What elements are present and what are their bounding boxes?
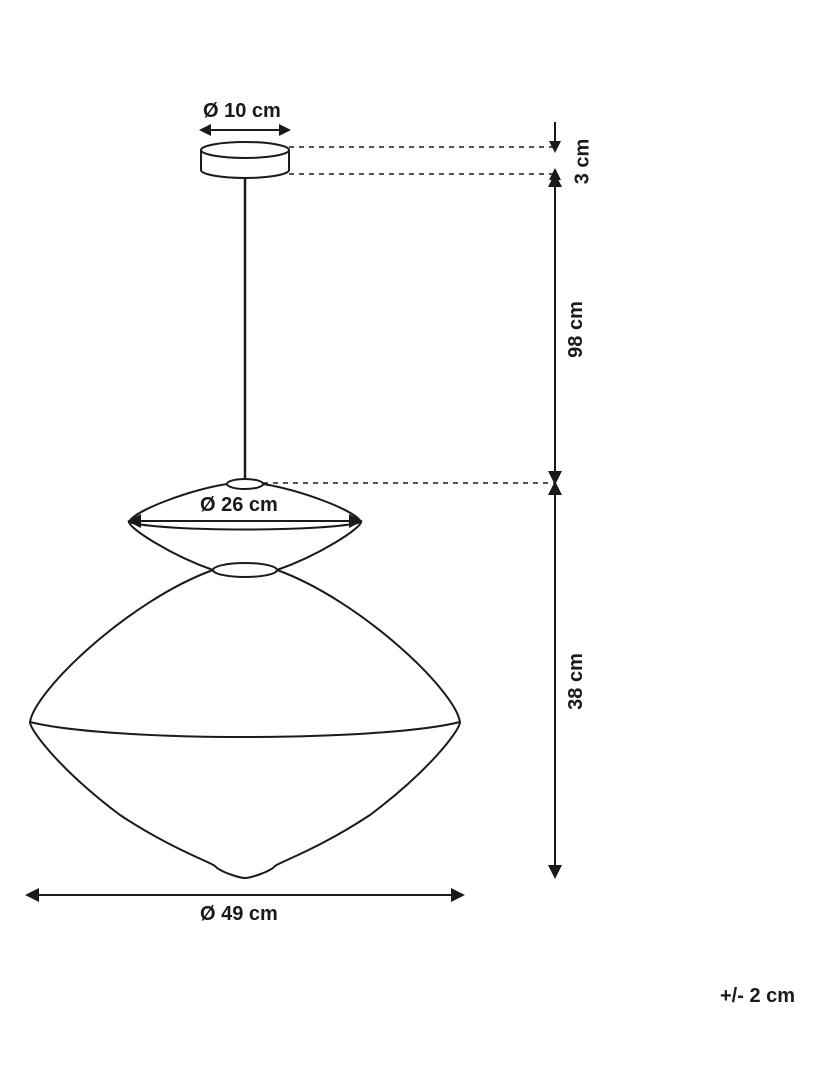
label-canopy-diameter: Ø 10 cm [203,100,281,123]
label-shade-height: 38 cm [565,653,588,710]
label-canopy-height: 3 cm [571,139,594,185]
upper-shade-outline [129,479,361,570]
guide-lines [263,147,555,483]
label-upper-shade-diameter: Ø 26 cm [200,494,278,517]
diagram-svg [0,0,830,1080]
label-cord-length: 98 cm [565,301,588,358]
label-tolerance: +/- 2 cm [720,985,795,1008]
label-total-diameter: Ø 49 cm [200,903,278,926]
canopy-outline [201,142,289,178]
lower-shade-outline [30,563,460,878]
